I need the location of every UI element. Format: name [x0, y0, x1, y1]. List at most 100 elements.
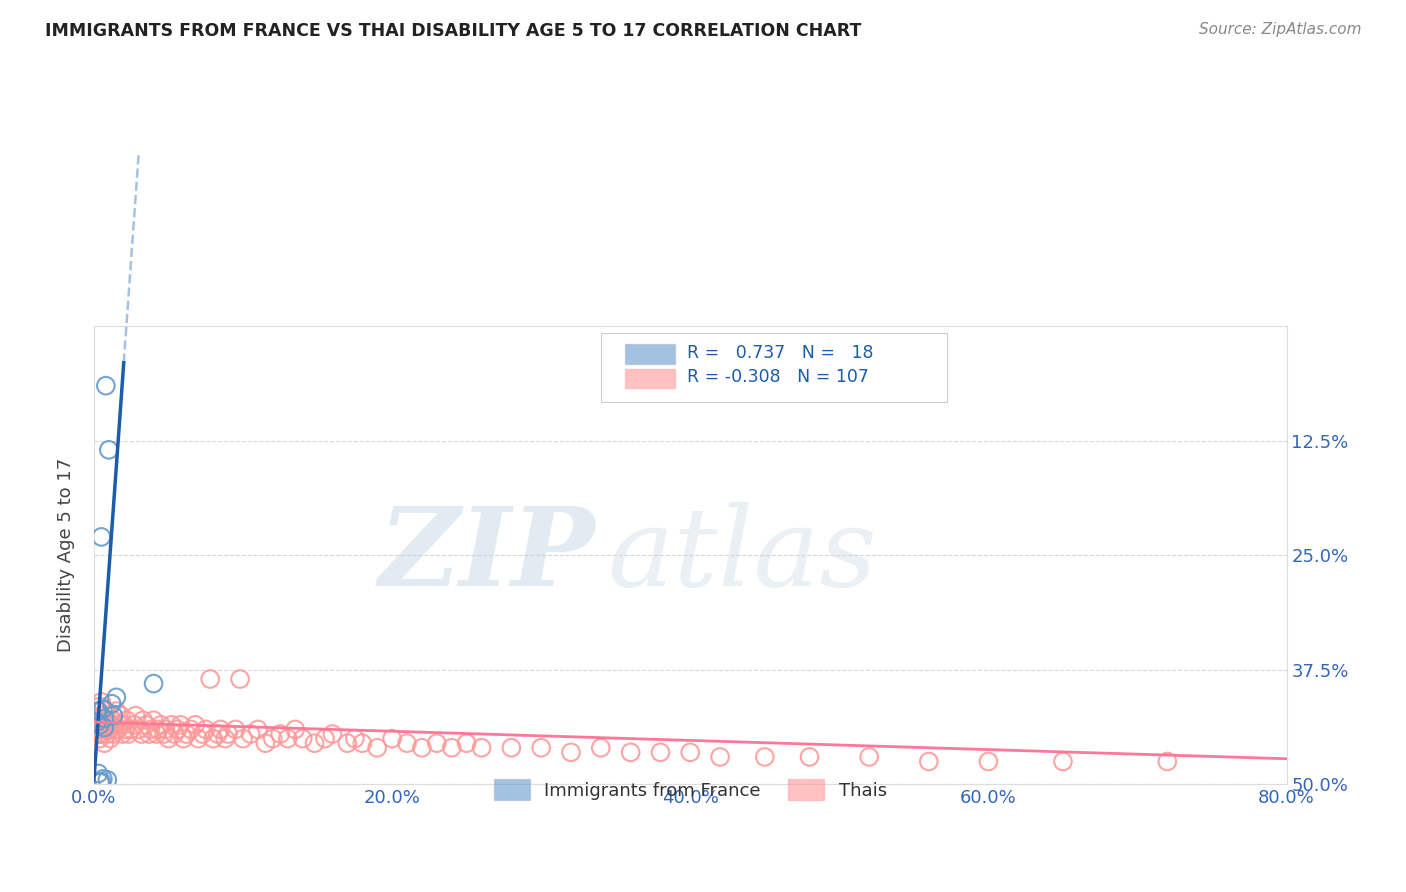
Point — [153, 727, 176, 741]
Point — [135, 718, 157, 732]
Point — [96, 772, 118, 787]
Y-axis label: Disability Age 5 to 17: Disability Age 5 to 17 — [58, 458, 75, 652]
Text: IMMIGRANTS FROM FRANCE VS THAI DISABILITY AGE 5 TO 17 CORRELATION CHART: IMMIGRANTS FROM FRANCE VS THAI DISABILIT… — [45, 22, 862, 40]
Point — [86, 713, 108, 727]
Point — [352, 736, 374, 750]
Point — [86, 715, 108, 730]
Point — [103, 708, 125, 723]
Point — [336, 736, 359, 750]
Point — [111, 727, 134, 741]
Point — [440, 740, 463, 755]
Point — [232, 731, 254, 746]
Point — [138, 727, 160, 741]
Point — [96, 713, 118, 727]
Point — [145, 727, 167, 741]
Point — [254, 736, 277, 750]
Point — [858, 750, 880, 764]
Point — [187, 731, 209, 746]
Point — [87, 766, 110, 780]
Point — [381, 731, 404, 746]
Point — [97, 442, 120, 457]
Point — [115, 713, 138, 727]
Point — [104, 723, 127, 737]
Point — [229, 672, 252, 686]
Point — [89, 775, 111, 789]
Point — [977, 755, 1000, 769]
Point — [96, 727, 118, 741]
Point — [122, 718, 145, 732]
Point — [246, 723, 269, 737]
Point — [150, 718, 173, 732]
Point — [194, 723, 217, 737]
Point — [128, 723, 150, 737]
Point — [166, 723, 188, 737]
FancyBboxPatch shape — [624, 368, 675, 388]
Point — [184, 718, 207, 732]
Point — [94, 704, 117, 718]
Point — [97, 708, 120, 723]
Point — [239, 727, 262, 741]
Point — [426, 736, 449, 750]
FancyBboxPatch shape — [600, 333, 946, 401]
Point — [709, 750, 731, 764]
Point — [89, 718, 111, 732]
Point — [84, 723, 107, 737]
Point — [117, 727, 139, 741]
Text: atlas: atlas — [607, 501, 876, 609]
Point — [87, 704, 110, 718]
Point — [366, 740, 388, 755]
Point — [103, 713, 125, 727]
Point — [277, 731, 299, 746]
Point — [101, 697, 124, 711]
Point — [93, 711, 115, 725]
Point — [89, 699, 111, 714]
Point — [1156, 755, 1178, 769]
Point — [560, 745, 582, 759]
Point — [93, 736, 115, 750]
Point — [650, 745, 672, 759]
Point — [225, 723, 247, 737]
Point — [176, 727, 198, 741]
Point — [105, 690, 128, 705]
Point — [87, 727, 110, 741]
Point — [139, 723, 162, 737]
Point — [395, 736, 418, 750]
Point — [620, 745, 643, 759]
Point — [799, 750, 821, 764]
Point — [91, 727, 114, 741]
Point — [142, 713, 165, 727]
Point — [501, 740, 523, 755]
Text: R = -0.308   N = 107: R = -0.308 N = 107 — [686, 368, 869, 386]
Point — [132, 713, 155, 727]
Point — [91, 772, 114, 786]
Point — [91, 702, 114, 716]
Point — [93, 723, 115, 737]
FancyBboxPatch shape — [624, 344, 675, 364]
Point — [108, 718, 131, 732]
Point — [209, 723, 232, 737]
Point — [89, 731, 111, 746]
Point — [160, 718, 183, 732]
Point — [98, 731, 121, 746]
Point — [169, 718, 191, 732]
Point — [284, 723, 307, 737]
Point — [91, 713, 114, 727]
Point — [90, 530, 112, 544]
Point — [87, 704, 110, 718]
Point — [97, 723, 120, 737]
Point — [131, 727, 153, 741]
Point — [172, 731, 194, 746]
Point — [679, 745, 702, 759]
Point — [101, 718, 124, 732]
Point — [90, 708, 112, 723]
Point — [470, 740, 492, 755]
Point — [214, 731, 236, 746]
Point — [89, 718, 111, 732]
Point — [105, 704, 128, 718]
Point — [343, 731, 366, 746]
Point — [321, 727, 343, 741]
Point — [94, 378, 117, 392]
Point — [94, 718, 117, 732]
Point — [217, 727, 239, 741]
Text: ZIP: ZIP — [378, 501, 595, 609]
